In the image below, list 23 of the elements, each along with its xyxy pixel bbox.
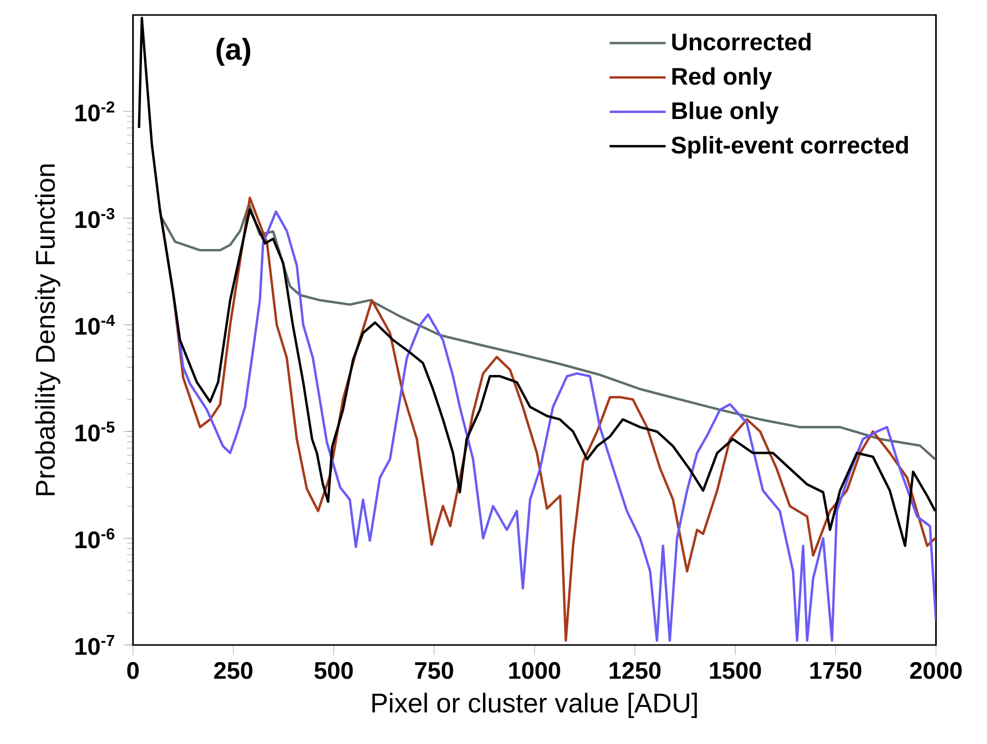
x-tick-label: 1250 (610, 662, 661, 680)
x-tick-label: 1500 (710, 662, 761, 680)
x-tick-label: 1750 (810, 662, 862, 680)
legend-label: Blue only (672, 102, 779, 124)
y-tick-label: 10$^{-3}$ (76, 208, 114, 228)
legend-label: Uncorrected (672, 32, 811, 50)
x-tick-label: 2000 (910, 662, 962, 680)
x-tick-label: 1000 (509, 662, 560, 680)
x-tick-label: 750 (415, 662, 454, 680)
legend-label: Red only (672, 67, 772, 90)
y-tick-label: 10$^{-2}$ (76, 101, 114, 122)
y-axis-title: Probability Density Function (35, 164, 60, 496)
y-tick-label: 10$^{-5}$ (76, 422, 114, 442)
x-tick-label: 0 (127, 662, 139, 680)
line-series (160, 202, 936, 460)
x-tick-label: 250 (214, 662, 252, 680)
legend-label: Split-event corrected (671, 136, 908, 158)
annotation: (a) (216, 38, 250, 66)
x-tick-label: 500 (314, 662, 353, 680)
y-tick-label: 10$^{-6}$ (76, 528, 114, 548)
y-tick-label: 10$^{-4}$ (76, 314, 115, 335)
y-tick-label: 10$^{-7}$ (76, 635, 114, 655)
x-axis-title: Pixel or cluster value [ADU] (372, 692, 697, 718)
